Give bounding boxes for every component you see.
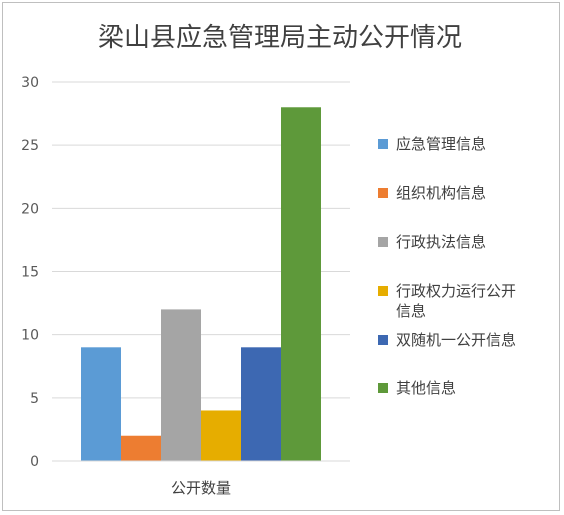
- bar-1: [81, 347, 121, 461]
- chart-title: 梁山县应急管理局主动公开情况: [98, 23, 462, 53]
- bar-6: [281, 107, 321, 462]
- y-tick-label: 10: [21, 328, 39, 344]
- legend-label-3: 行政执法信息: [396, 233, 486, 251]
- legend-label-1: 应急管理信息: [396, 135, 486, 153]
- legend-swatch-3: [378, 237, 388, 247]
- legend-label-6: 其他信息: [396, 379, 456, 397]
- legend-swatch-1: [378, 139, 388, 149]
- y-axis-ticks: 0 5 10 15 20 25 30: [21, 75, 39, 470]
- legend-label-2: 组织机构信息: [396, 184, 486, 202]
- y-tick-label: 20: [21, 201, 39, 217]
- category-label: 公开数量: [171, 479, 231, 497]
- bar-4: [201, 410, 241, 461]
- y-tick-label: 15: [21, 265, 39, 281]
- legend-swatch-4: [378, 286, 388, 296]
- bar-3: [161, 309, 201, 461]
- legend-label-4: 信息: [396, 302, 426, 320]
- bar-2: [121, 435, 161, 461]
- bar-5: [241, 347, 281, 461]
- legend-swatch-6: [378, 383, 388, 393]
- y-tick-label: 30: [21, 75, 39, 91]
- legend-label-4: 行政权力运行公开: [396, 282, 516, 300]
- bars: [81, 107, 321, 462]
- legend-swatch-5: [378, 335, 388, 345]
- legend-swatch-2: [378, 188, 388, 198]
- legend-label-5: 双随机一公开信息: [396, 331, 516, 349]
- y-tick-label: 25: [21, 138, 39, 154]
- y-tick-label: 0: [30, 454, 39, 470]
- y-tick-label: 5: [30, 391, 39, 407]
